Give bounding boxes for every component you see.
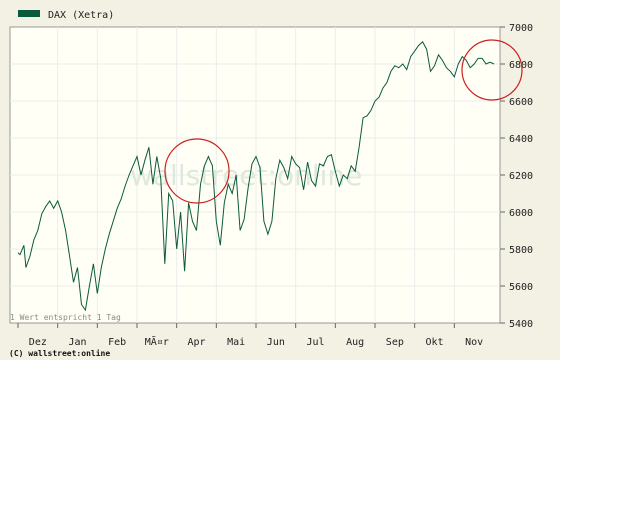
x-tick-label: Dez xyxy=(29,337,47,348)
y-axis-ticks: 5400 5600 5800 6000 6200 6400 6600 6800 7000 xyxy=(500,23,533,330)
x-tick-label: Jan xyxy=(68,337,86,348)
x-tick-label: Feb xyxy=(108,337,126,348)
series-layer xyxy=(17,40,495,312)
chart-panel: DAX (Xetra) wallstreet:online 5400 5600 58… xyxy=(0,0,560,360)
y-tick-label: 6600 xyxy=(509,97,533,108)
x-tick-label: Jul xyxy=(306,337,324,348)
x-axis-ticks: Dez Jan Feb MÃ¤r Apr Mai Jun Jul Aug Sep Okt Nov xyxy=(17,323,483,348)
y-tick-label: 6200 xyxy=(509,171,533,182)
x-tick-label: Jun xyxy=(267,337,285,348)
y-tick-label: 6800 xyxy=(509,60,533,71)
legend-label: DAX (Xetra) xyxy=(48,10,114,21)
x-tick-label: MÃ¤r xyxy=(145,335,169,348)
x-tick-label: Apr xyxy=(187,337,205,348)
y-tick-label: 5400 xyxy=(509,319,533,330)
highlight-circle-apr xyxy=(164,138,230,204)
wert-note: 1 Wert entspricht 1 Tag xyxy=(10,313,121,322)
chart-svg: DAX (Xetra) wallstreet:online 5400560058… xyxy=(9,10,533,358)
highlight-circle-nov xyxy=(461,39,523,101)
copyright: (C) wallstreet:online xyxy=(9,348,110,358)
y-tick-label: 7000 xyxy=(509,23,533,34)
y-tick-label: 5600 xyxy=(509,282,533,293)
series-line-dax xyxy=(17,40,495,312)
grid-layer xyxy=(10,27,500,323)
x-tick-label: Aug xyxy=(346,337,364,348)
x-tick-label: Mai xyxy=(227,337,245,348)
legend-swatch xyxy=(18,10,40,17)
y-tick-label: 5800 xyxy=(509,245,533,256)
x-tick-label: Sep xyxy=(386,337,404,348)
y-tick-label: 6000 xyxy=(509,208,533,219)
x-tick-label: Nov xyxy=(465,337,483,348)
x-tick-label: Okt xyxy=(425,337,443,348)
y-tick-label: 6400 xyxy=(509,134,533,145)
